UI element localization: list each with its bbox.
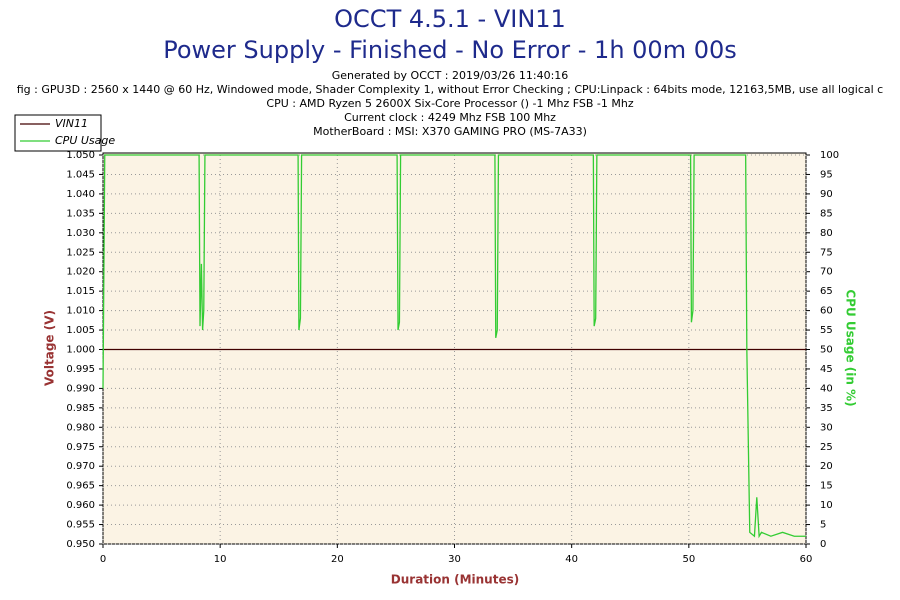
y-tick-label: 0.950 bbox=[66, 539, 95, 550]
x-tick-label: 20 bbox=[331, 554, 344, 565]
y-tick-label: 0.960 bbox=[66, 500, 95, 511]
y-tick-label: 0.995 bbox=[66, 364, 95, 375]
x-tick-label: 10 bbox=[214, 554, 227, 565]
y2-tick-label: 10 bbox=[820, 500, 833, 511]
y-tick-label: 0.985 bbox=[66, 403, 95, 414]
y2-tick-label: 50 bbox=[820, 345, 833, 356]
info-line: CPU : AMD Ryzen 5 2600X Six-Core Process… bbox=[266, 97, 633, 110]
plot-area bbox=[102, 152, 807, 545]
y-tick-label: 0.980 bbox=[66, 422, 95, 433]
chart-subtitle: Power Supply - Finished - No Error - 1h … bbox=[163, 36, 737, 64]
x-tick-label: 30 bbox=[448, 554, 461, 565]
y2-tick-label: 45 bbox=[820, 364, 833, 375]
y2-tick-label: 70 bbox=[820, 267, 833, 278]
y-tick-label: 1.035 bbox=[66, 208, 95, 219]
y2-axis-label: CPU Usage (in %) bbox=[844, 289, 858, 406]
y-tick-label: 1.040 bbox=[66, 189, 95, 200]
y2-tick-label: 5 bbox=[820, 520, 826, 531]
info-line: Generated by OCCT : 2019/03/26 11:40:16 bbox=[332, 69, 569, 82]
y-tick-label: 1.050 bbox=[66, 150, 95, 161]
y-tick-label: 1.045 bbox=[66, 169, 95, 180]
chart-title: OCCT 4.5.1 - VIN11 bbox=[334, 5, 566, 33]
y2-tick-label: 65 bbox=[820, 286, 833, 297]
x-tick-label: 50 bbox=[682, 554, 695, 565]
y2-tick-label: 85 bbox=[820, 208, 833, 219]
legend-box bbox=[14, 114, 102, 152]
y-tick-label: 0.955 bbox=[66, 520, 95, 531]
legend-label: VIN11 bbox=[55, 117, 88, 130]
y2-tick-label: 30 bbox=[820, 422, 833, 433]
info-line: Current clock : 4249 Mhz FSB 100 Mhz bbox=[344, 111, 556, 124]
y-tick-label: 1.025 bbox=[66, 247, 95, 258]
y-tick-label: 1.020 bbox=[66, 267, 95, 278]
y2-tick-label: 40 bbox=[820, 383, 833, 394]
y-tick-label: 1.000 bbox=[66, 345, 95, 356]
x-tick-label: 40 bbox=[565, 554, 578, 565]
y2-tick-label: 75 bbox=[820, 247, 833, 258]
y2-tick-label: 0 bbox=[820, 539, 826, 550]
series-line bbox=[102, 154, 806, 539]
y2-tick-label: 15 bbox=[820, 481, 833, 492]
y-tick-label: 0.970 bbox=[66, 461, 95, 472]
y2-tick-label: 20 bbox=[820, 461, 833, 472]
y-tick-label: 1.030 bbox=[66, 228, 95, 239]
y-tick-label: 0.990 bbox=[66, 383, 95, 394]
info-line: fig : GPU3D : 2560 x 1440 @ 60 Hz, Windo… bbox=[17, 83, 883, 96]
info-line: MotherBoard : MSI: X370 GAMING PRO (MS-7… bbox=[313, 125, 587, 138]
y2-tick-label: 35 bbox=[820, 403, 833, 414]
y2-tick-label: 95 bbox=[820, 169, 833, 180]
y-axis-label: Voltage (V) bbox=[43, 310, 57, 386]
x-tick-label: 0 bbox=[100, 554, 106, 565]
y-tick-label: 1.010 bbox=[66, 306, 95, 317]
y2-tick-label: 100 bbox=[820, 150, 839, 161]
y2-tick-label: 60 bbox=[820, 306, 833, 317]
y-tick-label: 0.965 bbox=[66, 481, 95, 492]
y-tick-label: 1.005 bbox=[66, 325, 95, 336]
y-tick-label: 1.015 bbox=[66, 286, 95, 297]
y2-tick-label: 90 bbox=[820, 189, 833, 200]
y2-tick-label: 25 bbox=[820, 442, 833, 453]
y-tick-label: 0.975 bbox=[66, 442, 95, 453]
x-axis-label: Duration (Minutes) bbox=[391, 573, 519, 587]
legend-label: CPU Usage bbox=[55, 134, 115, 147]
x-tick-label: 60 bbox=[800, 554, 813, 565]
y2-tick-label: 55 bbox=[820, 325, 833, 336]
y2-tick-label: 80 bbox=[820, 228, 833, 239]
